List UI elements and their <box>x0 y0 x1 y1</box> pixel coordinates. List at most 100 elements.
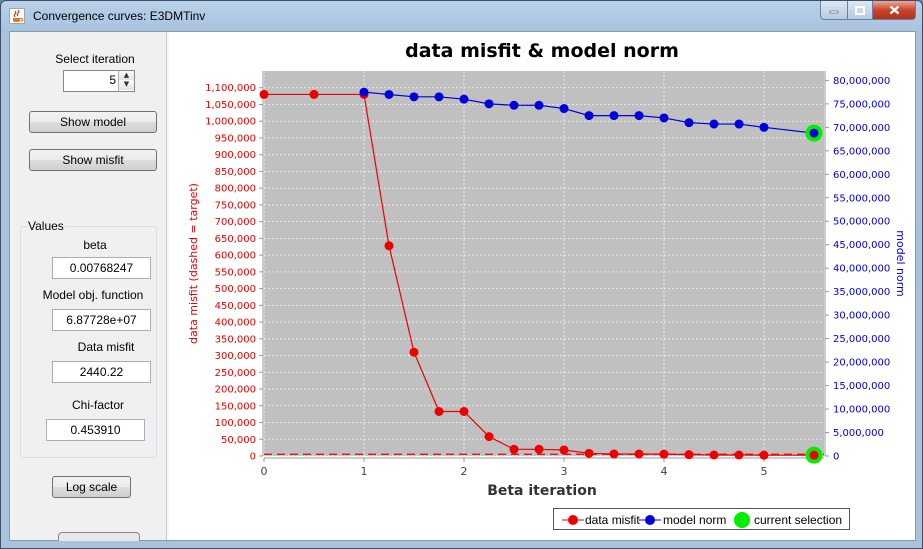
data-misfit-point <box>534 444 544 454</box>
data-misfit-point <box>259 89 269 99</box>
model-norm-point <box>809 128 819 138</box>
legend-selection-marker <box>734 512 750 528</box>
y-left-tick-label: 150,000 <box>215 401 256 412</box>
y-right-tick-label: 80,000,000 <box>833 76 890 87</box>
chart-legend: data misfit model norm current selection <box>553 508 850 530</box>
y-left-tick-label: 200,000 <box>215 385 256 396</box>
x-tick-label: 1 <box>361 465 368 478</box>
maximize-icon <box>855 5 865 15</box>
data-misfit-point <box>684 450 694 460</box>
select-iteration-label: Select iteration <box>55 52 135 66</box>
title-bar[interactable]: Convergence curves: E3DMTinv <box>1 1 922 31</box>
model-norm-point <box>359 87 369 97</box>
model-norm-point <box>459 94 469 104</box>
convergence-chart: data misfit & model norm 0 50,000 100,000 15… <box>169 32 915 540</box>
data-misfit-point <box>384 241 394 251</box>
y-left-tick-label: 950,000 <box>215 133 256 144</box>
close-button[interactable] <box>873 1 916 20</box>
y-left-tick-label: 350,000 <box>215 334 256 345</box>
spinner-down-icon[interactable]: ▼ <box>119 80 134 90</box>
data-misfit-point <box>509 444 519 454</box>
model-norm-point <box>409 92 419 102</box>
y-right-axis-label: model norm <box>894 230 907 297</box>
data-misfit-point <box>409 347 419 357</box>
iteration-value[interactable]: 5 <box>109 73 116 87</box>
y-left-axis-label: data misfit (dashed = target) <box>187 183 200 344</box>
model-obj-function-label: Model obj. function <box>42 288 144 302</box>
data-misfit-point <box>634 449 644 459</box>
y-left-tick-label: 250,000 <box>215 368 256 379</box>
chi-factor-label: Chi-factor <box>71 398 124 412</box>
legend-data-misfit: data misfit <box>585 513 640 527</box>
y-right-tick-label: 30,000,000 <box>833 311 890 322</box>
split-pane-divider[interactable] <box>166 32 169 540</box>
y-right-tick-label: 65,000,000 <box>833 146 890 157</box>
y-left-tick-label: 50,000 <box>221 435 256 446</box>
y-left-tick-label: 300,000 <box>215 351 256 362</box>
data-misfit-point <box>659 449 669 459</box>
model-norm-point <box>659 113 669 123</box>
model-norm-point <box>759 122 769 132</box>
y-left-tick-label: 800,000 <box>215 184 256 195</box>
control-panel: Select iteration 5 ▲ ▼ Show model Show m… <box>10 32 164 541</box>
java-cup-icon <box>9 8 25 24</box>
maximize-button[interactable] <box>848 1 873 20</box>
y-right-tick-label: 20,000,000 <box>833 358 890 369</box>
y-right-tick-label: 15,000,000 <box>833 381 890 392</box>
close-icon <box>889 5 899 15</box>
y-right-tick-label: 35,000,000 <box>833 287 890 298</box>
window-title: Convergence curves: E3DMTinv <box>33 9 206 23</box>
data-misfit-label: Data misfit <box>77 340 135 354</box>
legend-current-selection: current selection <box>754 513 843 527</box>
spinner-up-icon[interactable]: ▲ <box>119 71 134 80</box>
y-left-tick-label: 650,000 <box>215 234 256 245</box>
beta-field[interactable]: 0.00768247 <box>52 257 151 279</box>
x-tick-label: 2 <box>461 465 468 478</box>
values-group-title: Values <box>27 219 65 233</box>
y-left-tick-label: 850,000 <box>215 167 256 178</box>
y-left-tick-label: 600,000 <box>215 251 256 262</box>
y-left-tick-label: 1,000,000 <box>205 117 256 128</box>
iteration-spinner[interactable]: 5 ▲ ▼ <box>63 70 135 92</box>
plot-area <box>264 71 824 456</box>
model-norm-point <box>609 111 619 121</box>
values-group: Values <box>20 219 157 458</box>
model-norm-point <box>734 119 744 129</box>
data-misfit-point <box>559 445 569 455</box>
model-obj-function-field[interactable]: 6.87728e+07 <box>52 309 151 331</box>
minimize-icon <box>829 10 839 14</box>
client-area: Select iteration 5 ▲ ▼ Show model Show m… <box>9 31 916 541</box>
y-right-tick-label: 45,000,000 <box>833 240 890 251</box>
model-norm-point <box>384 89 394 99</box>
x-tick-label: 0 <box>261 465 268 478</box>
show-model-button[interactable]: Show model <box>29 111 157 133</box>
legend-misfit-marker <box>568 515 578 525</box>
chart-canvas: data misfit & model norm050,000100,00015… <box>187 40 907 499</box>
legend-swatches <box>562 512 750 528</box>
legend-norm-marker <box>645 515 655 525</box>
minimize-button[interactable] <box>820 1 848 20</box>
x-tick-label: 3 <box>561 465 568 478</box>
data-misfit-point <box>709 450 719 460</box>
x-axis-label: Beta iteration <box>487 483 597 499</box>
model-norm-point <box>634 111 644 121</box>
log-scale-button[interactable]: Log scale <box>52 476 131 498</box>
model-norm-point <box>584 111 594 121</box>
data-misfit-point <box>609 449 619 459</box>
y-left-tick-label: 750,000 <box>215 200 256 211</box>
model-norm-point <box>684 118 694 128</box>
model-norm-point <box>559 104 569 114</box>
chi-factor-field[interactable]: 0.453910 <box>46 419 145 441</box>
show-misfit-button[interactable]: Show misfit <box>29 149 157 171</box>
data-misfit-point <box>484 432 494 442</box>
data-misfit-point <box>809 450 819 460</box>
x-tick-label: 4 <box>661 465 668 478</box>
y-left-tick-label: 700,000 <box>215 217 256 228</box>
model-norm-point <box>484 99 494 109</box>
data-misfit-point <box>584 448 594 458</box>
data-misfit-field[interactable]: 2440.22 <box>52 361 151 383</box>
data-misfit-point <box>434 406 444 416</box>
y-right-tick-label: 50,000,000 <box>833 217 890 228</box>
scroll-handle[interactable] <box>58 532 140 541</box>
